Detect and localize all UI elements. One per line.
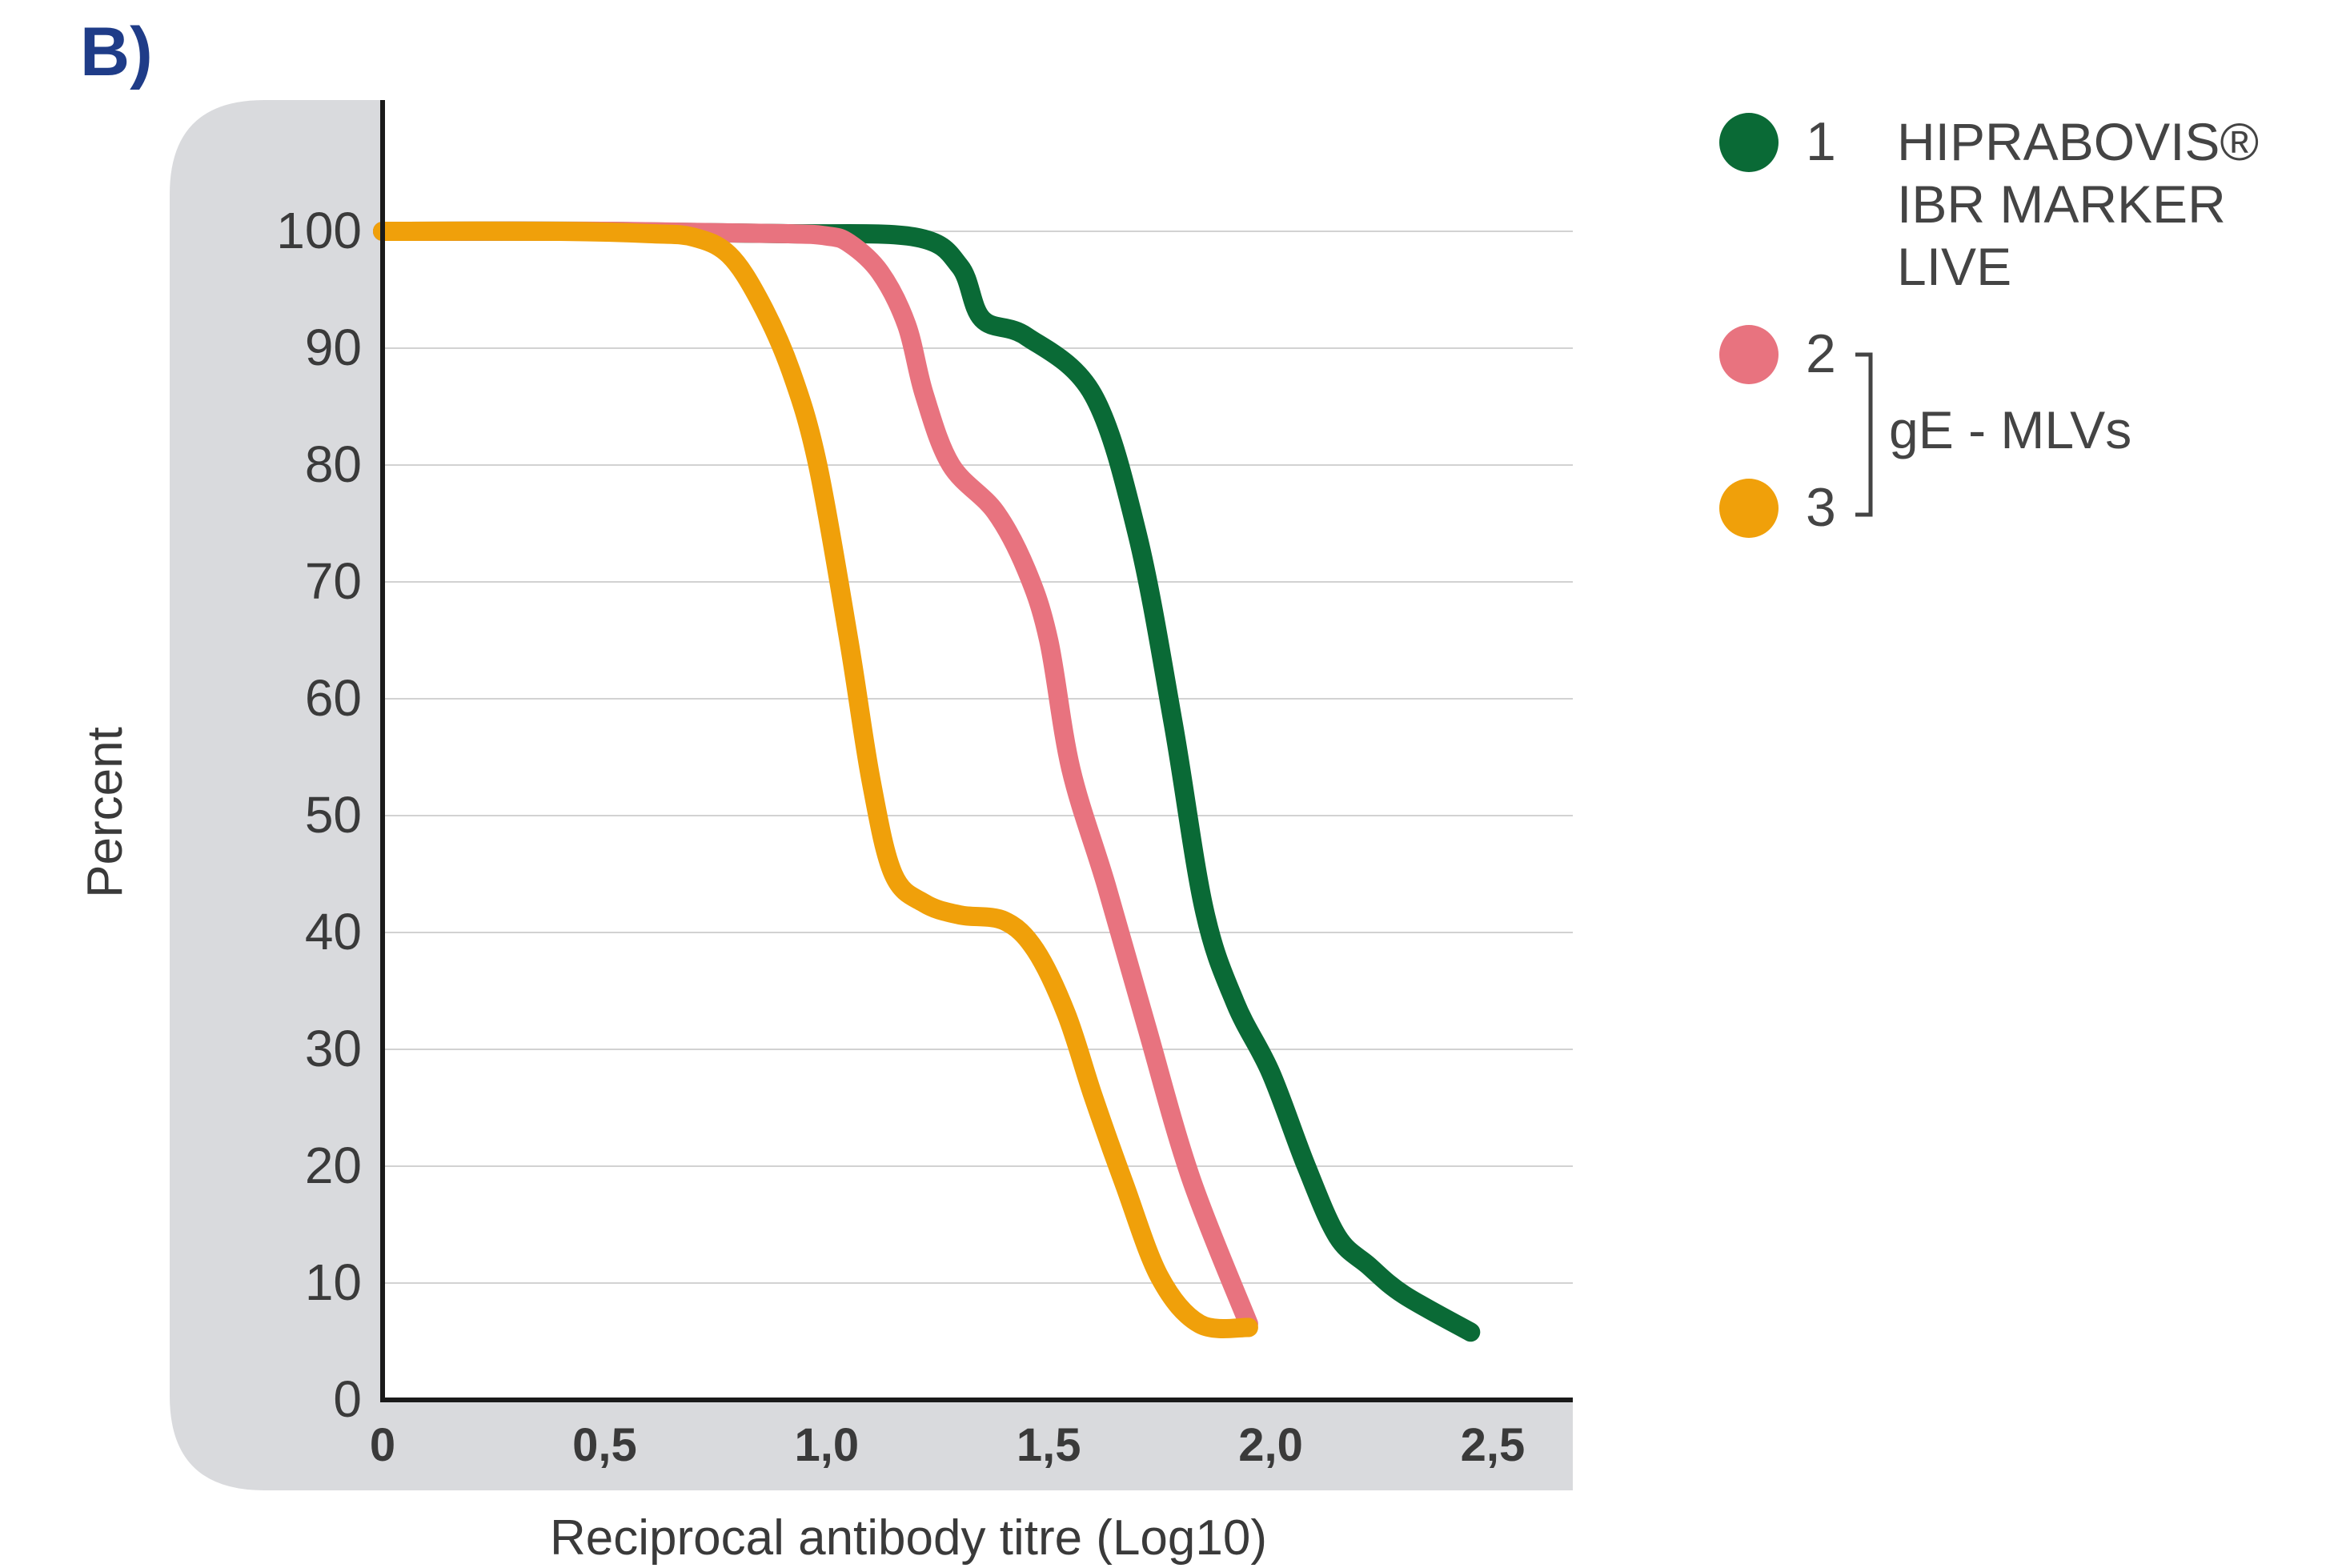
legend: 1 HIPRABOVIS® IBR MARKER LIVE 2 3 gE - M… (1719, 111, 2259, 538)
series-line-2 (373, 221, 1258, 1334)
y-tick-label: 80 (305, 435, 362, 493)
x-tick-labels: 0 0,5 1,0 1,5 2,0 2,5 (370, 1419, 1525, 1471)
y-tick-label: 10 (305, 1253, 362, 1311)
y-tick-label: 30 (305, 1020, 362, 1077)
legend-number-2: 2 (1806, 323, 1836, 384)
x-tick-label: 1,5 (1017, 1419, 1081, 1471)
legend-number-1: 1 (1806, 111, 1836, 172)
legend-number-3: 3 (1806, 477, 1836, 538)
x-tick-label: 2,5 (1461, 1419, 1526, 1471)
x-tick-label: 2,0 (1238, 1419, 1303, 1471)
x-axis-label: Reciprocal antibody titre (Log10) (550, 1510, 1267, 1566)
y-tick-label: 50 (305, 786, 362, 844)
y-tick-label: 40 (305, 903, 362, 960)
series-line-3 (373, 221, 1258, 1339)
y-tick-label: 100 (276, 202, 362, 259)
panel-label: B) (80, 14, 153, 90)
gridlines (383, 231, 1573, 1284)
y-tick-labels: 0 10 20 30 40 50 60 70 80 90 100 (276, 202, 362, 1428)
y-tick-label: 90 (305, 319, 362, 376)
legend-marker-3 (1719, 479, 1779, 538)
x-tick-label: 0,5 (572, 1419, 637, 1471)
legend-bracket (1855, 352, 1873, 517)
legend-marker-2 (1719, 325, 1779, 384)
y-tick-label: 20 (305, 1137, 362, 1194)
y-tick-label: 0 (333, 1370, 362, 1428)
legend-marker-1 (1719, 113, 1779, 172)
legend-group-label: gE - MLVs (1889, 400, 2131, 459)
y-axis-label: Percent (78, 727, 133, 898)
series-lines (373, 221, 1481, 1342)
x-tick-label: 1,0 (794, 1419, 859, 1471)
y-tick-label: 60 (305, 669, 362, 727)
legend-label-line-1: HIPRABOVIS® (1897, 112, 2259, 171)
legend-label-line-2: IBR MARKER (1897, 174, 2226, 234)
y-tick-label: 70 (305, 552, 362, 610)
legend-label-line-3: LIVE (1897, 237, 2011, 296)
x-tick-label: 0 (370, 1419, 395, 1471)
